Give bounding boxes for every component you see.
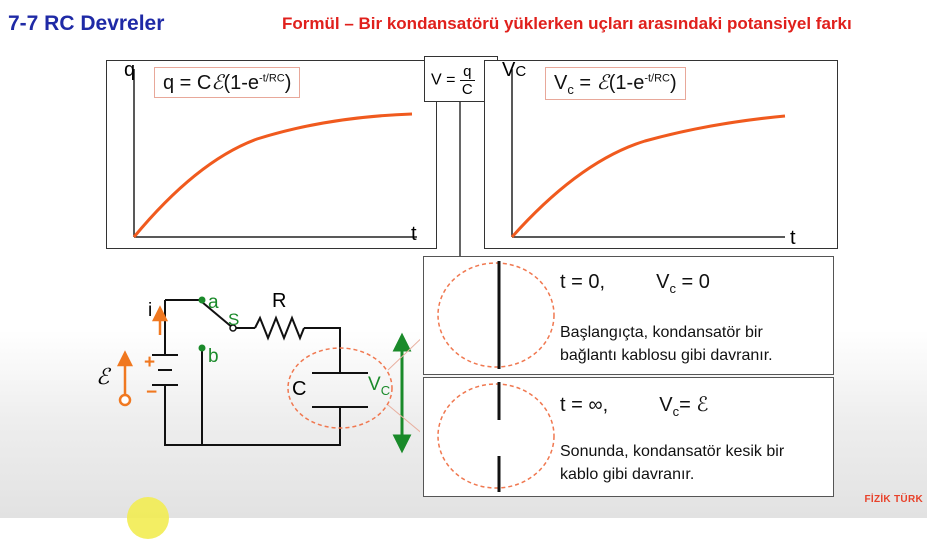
switch-label-a: a: [208, 292, 219, 313]
current-label: i: [148, 300, 153, 321]
voltage-formula-sub: c: [567, 82, 574, 97]
q-over-c-fraction: q C: [459, 63, 475, 98]
final-state-line-2: kablo gibi davranır.: [560, 466, 695, 483]
initial-state-heading: t = 0, Vc = 0: [560, 271, 710, 296]
initial-state-time: t = 0,: [560, 271, 606, 293]
capacitor-voltage-label: VC: [368, 374, 390, 398]
initial-state-line-1: Başlangıçta, kondansatör bir: [560, 324, 763, 341]
resistor-lead-right: [304, 327, 341, 373]
open-capacitor-illustration: [437, 382, 555, 492]
charge-formula-prefix: q = C: [163, 72, 212, 94]
page-subtitle: Formül – Bir kondansatörü yüklerken uçla…: [282, 14, 852, 33]
final-state-heading: t = ∞, Vc= ℰ: [560, 392, 709, 419]
voltage-graph: [510, 69, 786, 239]
initial-state-description: Başlangıçta, kondansatör bir bağlantı ka…: [560, 321, 773, 367]
charge-graph: [132, 69, 417, 238]
fraction-numerator: q: [459, 63, 475, 81]
voltage-curve: [510, 114, 786, 239]
voltage-axis-v: V: [502, 59, 516, 81]
charge-formula-close: ): [284, 72, 292, 94]
rc-circuit-diagram: [116, 296, 420, 454]
page-title: 7-7 RC Devreler: [8, 12, 165, 35]
switch-terminal-s: [229, 324, 237, 332]
final-state-v: V: [659, 394, 673, 416]
voltage-formula-eq: =: [573, 72, 597, 94]
zoom-line-top: [387, 338, 420, 371]
switch-terminal-a: [198, 296, 206, 304]
charge-graph-panel: q t q = Cℰ(1-e-t/RC): [106, 59, 437, 249]
voltage-formula: Vc = ℰ(1-e-t/RC): [545, 67, 686, 100]
charge-axis-label-q: q: [124, 59, 136, 81]
voltage-formula-exponent: -t/RC: [644, 72, 670, 85]
switch-label-b: b: [208, 346, 219, 367]
capacitor-highlight: [287, 347, 393, 429]
cursor-highlight: [127, 497, 169, 539]
initial-state-line-2: bağlantı kablosu gibi davranır.: [560, 347, 773, 364]
final-state-description: Sonunda, kondansatör kesik bir kablo gib…: [560, 440, 784, 486]
relation-lhs: V =: [431, 71, 456, 89]
emf-symbol: ℰ: [596, 72, 609, 94]
time-axis-label: t: [411, 223, 417, 245]
switch-label-s: S: [228, 310, 240, 329]
battery-minus-label: −: [146, 382, 158, 403]
voltage-graph-panel: VC t Vc = ℰ(1-e-t/RC): [484, 59, 838, 249]
battery-plus-label: +: [144, 352, 156, 373]
final-state-line-1: Sonunda, kondansatör kesik bir: [560, 443, 785, 460]
capacitor-voltage-v: V: [368, 374, 381, 395]
emf-symbol: ℰ: [211, 72, 224, 94]
charge-curve: [132, 112, 413, 238]
charge-formula-exponent: -t/RC: [259, 72, 285, 85]
final-state-v-sub: c: [672, 404, 680, 419]
voltage-axis-label: VC: [502, 59, 526, 82]
emf-arrow: [116, 350, 134, 407]
capacitor-label: C: [292, 378, 307, 400]
initial-state-box: t = 0, Vc = 0 Başlangıçta, kondansatör b…: [423, 256, 834, 375]
time-axis-label: t: [790, 227, 796, 249]
charge-formula-open: (1-e: [223, 72, 260, 94]
resistor-label: R: [272, 290, 287, 312]
initial-state-value: = 0: [676, 271, 710, 293]
closed-capacitor-illustration: [437, 261, 555, 369]
emf-label: ℰ: [96, 365, 110, 390]
left-wire-bottom: [164, 385, 341, 446]
voltage-formula-open: (1-e: [608, 72, 645, 94]
final-state-box: t = ∞, Vc= ℰ Sonunda, kondansatör kesik …: [423, 377, 834, 497]
switch-blade: [201, 301, 234, 329]
switch-terminal-b: [198, 344, 206, 352]
final-state-time: t = ∞,: [560, 394, 609, 416]
resistor-zigzag: [254, 315, 305, 341]
final-state-value: = ℰ: [679, 394, 709, 416]
fraction-denominator: C: [461, 81, 473, 98]
voltage-axis-sub: C: [515, 63, 527, 80]
charge-formula: q = Cℰ(1-e-t/RC): [154, 67, 301, 98]
brand-watermark: FİZİK TÜRK: [864, 494, 923, 505]
voltage-formula-close: ): [670, 72, 677, 94]
initial-state-v: V: [656, 271, 670, 293]
capacitor-voltage-sub: C: [380, 382, 391, 398]
initial-state-v-sub: c: [669, 281, 677, 296]
vc-double-arrow: [392, 332, 412, 454]
voltage-formula-v: V: [554, 72, 568, 94]
zoom-line-bottom: [387, 404, 420, 433]
current-arrow: [151, 305, 169, 335]
